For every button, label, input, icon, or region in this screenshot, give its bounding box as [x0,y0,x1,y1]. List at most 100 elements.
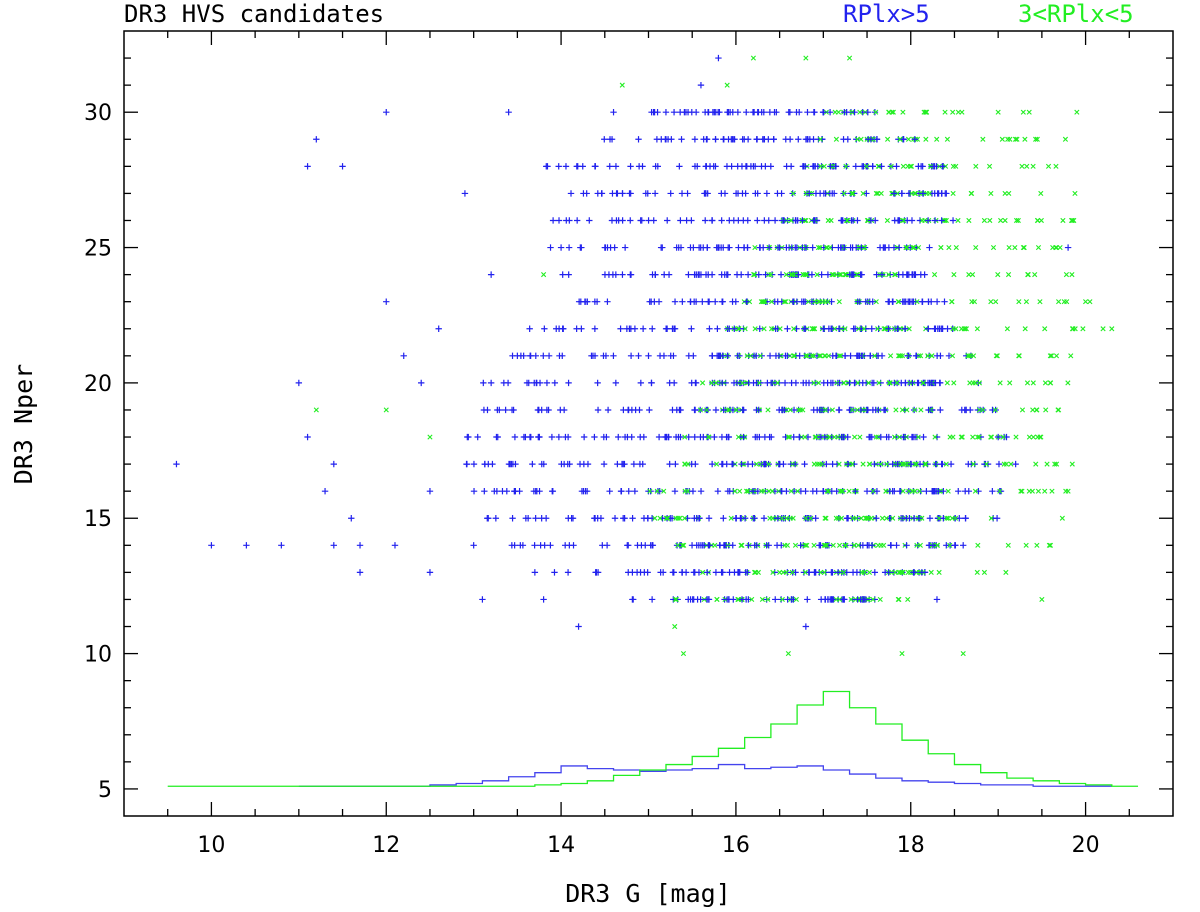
point-rplx-gt-5 [790,298,797,305]
point-rplx-gt-5 [689,487,697,495]
point-rplx-gt-5 [691,515,698,522]
point-rplx-3-5 [838,272,844,278]
point-rplx-gt-5 [778,542,785,549]
point-rplx-3-5 [894,380,900,386]
point-rplx-3-5 [1034,542,1040,548]
point-rplx-3-5 [736,596,742,603]
point-rplx-3-5 [995,109,1001,115]
point-rplx-3-5 [752,244,758,251]
point-rplx-3-5 [816,299,822,305]
point-rplx-gt-5 [832,163,840,170]
point-rplx-gt-5 [715,54,722,62]
point-rplx-3-5 [541,272,547,278]
point-rplx-3-5 [672,623,678,630]
point-rplx-gt-5 [614,460,621,468]
point-rplx-gt-5 [547,244,554,251]
point-rplx-gt-5 [625,487,632,495]
point-rplx-3-5 [752,326,758,332]
point-rplx-3-5 [1024,163,1030,169]
point-rplx-gt-5 [500,379,508,387]
point-rplx-3-5 [831,434,837,440]
point-rplx-gt-5 [687,244,694,251]
point-rplx-gt-5 [697,542,705,549]
point-rplx-3-5 [818,163,824,169]
point-rplx-gt-5 [726,217,733,224]
point-rplx-gt-5 [943,542,950,549]
point-rplx-gt-5 [947,460,955,468]
point-rplx-3-5 [900,488,906,494]
point-rplx-3-5 [883,515,890,521]
point-rplx-gt-5 [383,109,390,116]
point-rplx-3-5 [892,569,898,575]
point-rplx-gt-5 [839,217,846,224]
point-rplx-gt-5 [804,433,812,441]
point-rplx-gt-5 [770,136,777,143]
point-rplx-3-5 [905,596,911,603]
point-rplx-3-5 [912,190,918,197]
point-rplx-3-5 [892,326,898,332]
point-rplx-3-5 [765,596,771,603]
point-rplx-3-5 [881,326,887,332]
point-rplx-gt-5 [905,352,912,360]
point-rplx-gt-5 [573,163,581,170]
point-rplx-3-5 [788,217,794,224]
point-rplx-gt-5 [700,433,707,441]
point-rplx-3-5 [814,272,820,278]
point-rplx-3-5 [652,515,658,521]
point-rplx-gt-5 [934,325,942,332]
point-rplx-3-5 [817,136,824,142]
point-rplx-3-5 [785,650,791,657]
point-rplx-3-5 [945,515,951,521]
point-rplx-gt-5 [672,460,679,468]
point-rplx-3-5 [878,461,884,467]
point-rplx-gt-5 [591,298,599,305]
point-rplx-3-5 [893,407,899,413]
point-rplx-gt-5 [756,325,763,332]
point-rplx-3-5 [1030,380,1036,386]
point-rplx-3-5 [1016,299,1022,305]
point-rplx-gt-5 [418,379,425,387]
point-rplx-gt-5 [750,163,757,170]
point-rplx-3-5 [944,136,951,142]
point-rplx-gt-5 [795,271,802,278]
point-rplx-3-5 [980,136,986,142]
point-rplx-gt-5 [804,109,811,116]
point-rplx-gt-5 [704,109,712,116]
point-rplx-gt-5 [610,109,617,116]
point-rplx-3-5 [818,569,824,575]
point-rplx-3-5 [793,596,799,603]
point-rplx-3-5 [732,488,738,494]
point-rplx-3-5 [966,217,972,224]
point-rplx-gt-5 [836,406,843,414]
point-rplx-3-5 [969,272,976,278]
point-rplx-gt-5 [799,217,806,224]
point-rplx-gt-5 [666,460,673,468]
point-rplx-gt-5 [873,487,881,495]
point-rplx-3-5 [819,299,826,305]
point-rplx-gt-5 [810,217,817,224]
point-rplx-gt-5 [692,109,700,116]
point-rplx-gt-5 [426,487,434,495]
point-rplx-gt-5 [625,569,632,576]
y-tick-label: 5 [98,778,112,803]
point-rplx-3-5 [920,380,926,386]
point-rplx-3-5 [860,461,866,467]
point-rplx-gt-5 [551,569,558,576]
point-rplx-3-5 [1005,136,1011,142]
point-rplx-gt-5 [508,542,516,549]
point-rplx-3-5 [931,272,938,278]
point-rplx-gt-5 [514,352,521,360]
point-rplx-gt-5 [812,515,819,522]
point-rplx-gt-5 [598,190,606,197]
point-rplx-gt-5 [655,433,663,441]
point-rplx-gt-5 [875,406,882,414]
y-tick-label: 30 [84,101,112,126]
point-rplx-3-5 [1072,190,1078,197]
point-rplx-3-5 [903,244,909,251]
point-rplx-gt-5 [709,217,716,224]
point-rplx-gt-5 [800,298,807,305]
point-rplx-3-5 [934,542,941,548]
point-rplx-3-5 [1034,136,1040,142]
point-rplx-3-5 [833,136,839,142]
point-rplx-gt-5 [800,325,808,332]
